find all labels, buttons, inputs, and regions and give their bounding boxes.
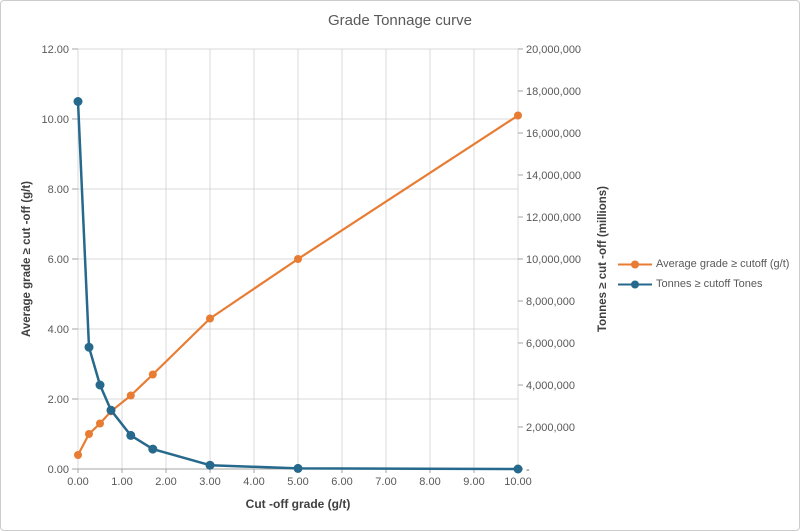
x-tick-label: 9.00 (463, 476, 484, 488)
right-tick-label: - (526, 464, 530, 476)
x-axis-title: Cut -off grade (g/t) (245, 497, 351, 511)
right-tick-label: 8,000,000 (526, 296, 575, 308)
left-tick-label: 4.00 (48, 324, 69, 336)
legend-item-label: Average grade ≥ cutoff (g/t) (656, 258, 790, 270)
x-tick-label: 6.00 (331, 476, 352, 488)
left-tick-label: 2.00 (48, 394, 69, 406)
legend-item: Average grade ≥ cutoff (g/t) (618, 258, 789, 270)
right-tick-label: 16,000,000 (526, 128, 581, 140)
data-point-marker (84, 342, 94, 352)
data-point-marker (148, 444, 158, 454)
left-tick-label: 10.00 (41, 114, 69, 126)
x-tick-label: 4.00 (243, 476, 264, 488)
data-point-marker (74, 451, 82, 459)
x-tick-label: 1.00 (111, 476, 132, 488)
data-point-marker (85, 430, 93, 438)
legend: Average grade ≥ cutoff (g/t) Tonnes ≥ cut… (618, 258, 789, 290)
data-point-marker (95, 380, 105, 390)
x-tick-labels: 0.00 1.00 2.00 3.00 4.00 5.00 6.00 7.00 8.00 9.00… (67, 476, 531, 488)
x-tick-label: 2.00 (155, 476, 176, 488)
right-tick-labels: 20,000,000 18,000,000 16,000,000 14,000,000… (526, 44, 581, 476)
x-tick-label: 10.00 (504, 476, 532, 488)
left-tick-label: 6.00 (48, 254, 69, 266)
left-tick-labels: 12.00 10.00 8.00 6.00 4.00 2.00 0.00 (41, 44, 69, 476)
left-axis-title: Average grade ≥ cut -off (g/t) (21, 180, 33, 338)
data-point-marker (126, 391, 135, 400)
data-point-marker (294, 255, 302, 263)
data-point-marker (73, 97, 83, 106)
left-tick-label: 8.00 (48, 184, 69, 196)
right-tick-label: 18,000,000 (526, 86, 581, 98)
series-tonnes (73, 97, 523, 474)
data-point-marker (126, 430, 136, 440)
x-tick-label: 3.00 (199, 476, 220, 488)
right-axis-title: Tonnes ≥ cut -off (millions) (597, 185, 609, 333)
left-tick-label: 12.00 (41, 44, 69, 56)
data-point-marker (514, 111, 522, 120)
x-tick-label: 7.00 (375, 476, 396, 488)
right-tick-label: 20,000,000 (526, 44, 581, 56)
data-point-marker (96, 419, 104, 428)
data-point-marker (293, 463, 303, 473)
legend-marker-icon (618, 280, 652, 288)
right-tick-label: 12,000,000 (526, 212, 581, 224)
legend-item-label: Tonnes ≥ cutoff Tones (656, 278, 763, 290)
data-point-marker (148, 370, 157, 379)
right-tick-label: 4,000,000 (526, 380, 575, 392)
data-point-marker (205, 460, 215, 470)
data-point-marker (206, 314, 214, 323)
chart-title: Grade Tonnage curve (328, 12, 472, 29)
left-tick-label: 0.00 (48, 464, 69, 476)
x-tick-label: 5.00 (287, 476, 308, 488)
right-tick-label: 6,000,000 (526, 338, 575, 350)
legend-item: Tonnes ≥ cutoff Tones (618, 278, 789, 290)
right-tick-label: 2,000,000 (526, 422, 575, 434)
right-tick-label: 10,000,000 (526, 254, 581, 266)
x-tick-label: 0.00 (67, 476, 88, 488)
legend-marker-icon (618, 260, 652, 268)
right-tick-label: 14,000,000 (526, 170, 581, 182)
x-tick-label: 8.00 (419, 476, 440, 488)
data-point-marker (513, 464, 523, 474)
data-point-marker (106, 405, 116, 415)
